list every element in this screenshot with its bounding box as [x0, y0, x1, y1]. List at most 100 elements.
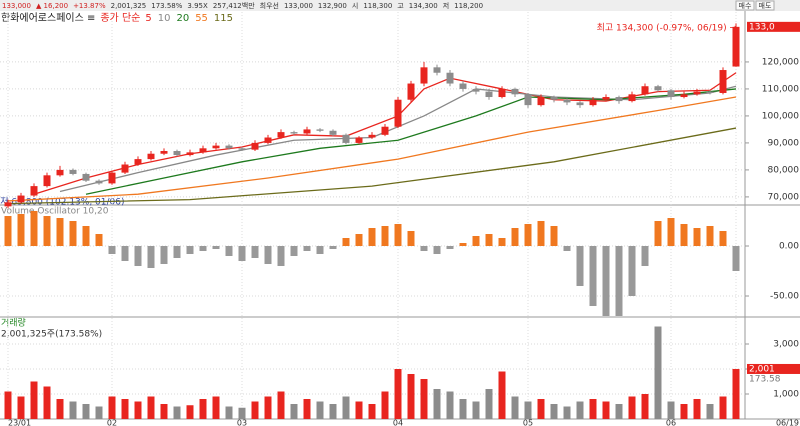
bar [407, 374, 415, 419]
bar [30, 211, 38, 246]
header-button[interactable] [755, 0, 775, 11]
candle-body [667, 90, 675, 98]
bar [485, 234, 493, 246]
candle-body [277, 132, 285, 138]
bar [407, 231, 415, 246]
bar [56, 399, 64, 419]
bar [290, 246, 298, 256]
candle-body [511, 88, 519, 95]
bar [95, 234, 103, 246]
candle-body [4, 202, 12, 207]
bar [693, 228, 701, 246]
moving-average [85, 88, 737, 195]
y-tick-label: -50.00 [770, 292, 799, 302]
y-tick-label: 70,000 [768, 192, 800, 202]
bar [602, 246, 610, 316]
bar [524, 224, 532, 246]
header-item: 시 [352, 2, 358, 10]
bar [17, 396, 25, 419]
candle-body [95, 180, 103, 184]
bar [563, 406, 571, 419]
candle-body [147, 153, 155, 160]
bar [277, 391, 285, 419]
candle-body [264, 137, 272, 143]
bar [563, 246, 571, 251]
candle-body [589, 99, 597, 106]
header-button[interactable] [735, 0, 755, 11]
bar [680, 404, 688, 419]
bar [394, 224, 402, 246]
candle-body [498, 88, 506, 98]
candle-body [186, 152, 194, 156]
header-item: 2,001,325 [111, 2, 147, 10]
x-tick-label: 03 [237, 419, 247, 426]
bar [199, 246, 207, 251]
header-bar [0, 0, 800, 11]
bar [368, 228, 376, 246]
volume-badge-label: 2,001 [749, 364, 775, 374]
candle-body [732, 26, 740, 67]
bar [225, 406, 233, 419]
bar [303, 246, 311, 251]
bar [212, 246, 220, 249]
bar [199, 399, 207, 419]
bar [719, 231, 727, 246]
candle-body [394, 99, 402, 127]
header-item: 133,000 [284, 2, 313, 10]
candle-body [251, 142, 259, 150]
candle-body [446, 72, 454, 84]
header-item: 257,412백만 [213, 1, 255, 10]
bar [82, 226, 90, 246]
candle-body [433, 67, 441, 73]
price-badge-label: 133,0 [749, 22, 775, 32]
legend-entry: 10 [158, 13, 171, 24]
bar [394, 369, 402, 419]
bar [238, 246, 246, 261]
bar [498, 238, 506, 246]
y-tick-label: 120,000 [762, 57, 799, 67]
bar [212, 396, 220, 419]
bar [667, 401, 675, 419]
candle-body [225, 145, 233, 149]
bar [329, 404, 337, 419]
bar [251, 246, 259, 258]
bar [342, 238, 350, 246]
bar [134, 246, 142, 266]
bar [706, 226, 714, 246]
header-item: 132,900 [318, 2, 347, 10]
header-item: 저 [443, 1, 449, 10]
header-item: 134,300 [409, 2, 438, 10]
bar [95, 406, 103, 419]
price-badge [747, 21, 800, 32]
candle-body [290, 132, 298, 134]
high-annotation: 최고 134,300 (-0.97%, 06/19) → [597, 23, 738, 34]
bar [615, 246, 623, 316]
candle-body [160, 151, 168, 154]
bar [30, 381, 38, 419]
y-tick-label: 1,000 [773, 390, 799, 400]
bar [108, 246, 116, 254]
candle-body [108, 172, 116, 184]
candle-body [199, 148, 207, 153]
candle-body [355, 137, 363, 143]
bar [576, 401, 584, 419]
header-button-label: 매수 [739, 2, 752, 10]
header-item: +13.87% [73, 2, 106, 10]
bar [69, 221, 77, 246]
volume-ratio-label: 173.58 [749, 374, 781, 384]
candle-body [654, 86, 662, 91]
y-tick-label: 100,000 [762, 111, 799, 121]
candle-body [43, 175, 51, 187]
bar [589, 246, 597, 306]
y-tick-label: 90,000 [768, 138, 800, 148]
bar [420, 379, 428, 419]
candle-body [368, 134, 376, 138]
bar [641, 246, 649, 266]
candle-body [524, 94, 532, 106]
legend-entry: 55 [195, 13, 208, 24]
candle-body [628, 94, 636, 102]
bar [17, 214, 25, 246]
bar [316, 401, 324, 419]
bar [589, 399, 597, 419]
